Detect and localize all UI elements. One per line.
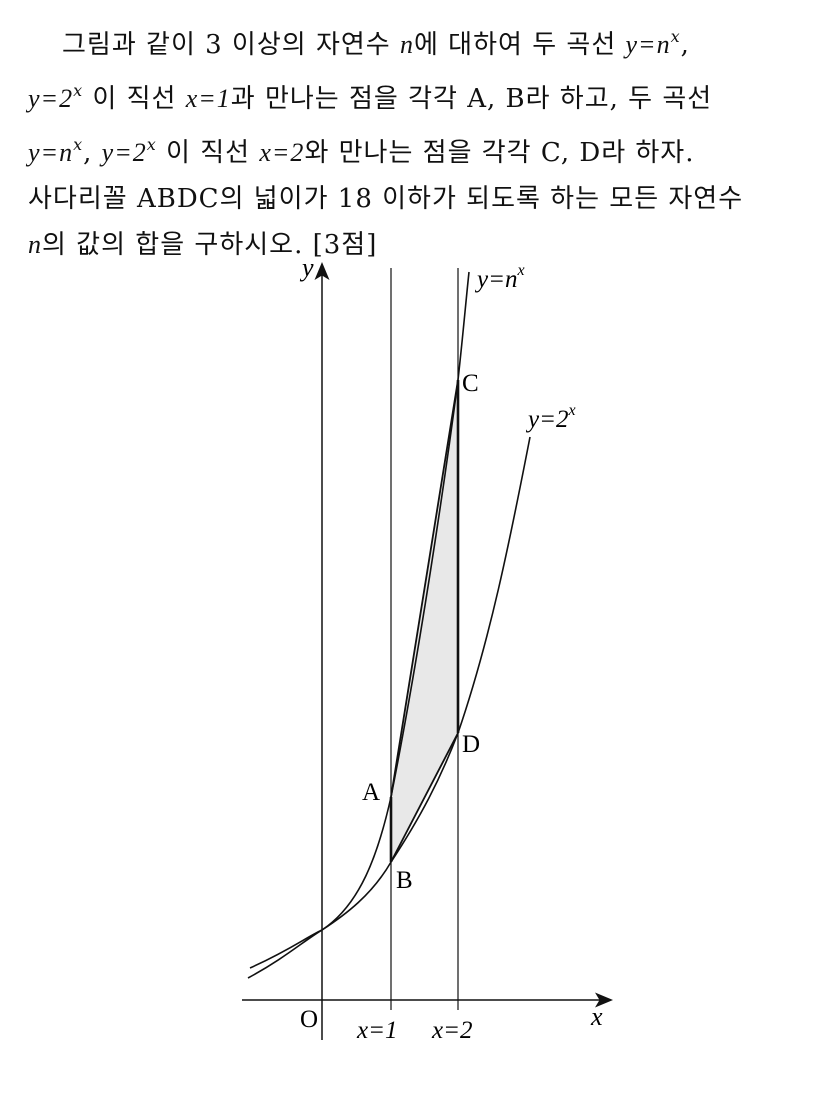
math-exponent: x xyxy=(146,135,157,154)
text-segment: 과 만나는 점을 각각 A, B라 하고, 두 곡선 xyxy=(230,84,713,114)
text-segment: 사다리꼴 ABDC의 넓이가 18 이하가 되도록 하는 모든 자연수 xyxy=(28,184,744,214)
math-line-x2: x=2 xyxy=(259,138,305,167)
problem-line-2: y=2x 이 직선 x=1과 만나는 점을 각각 A, B라 하고, 두 곡선 xyxy=(28,68,818,122)
problem-line-3: y=nx, y=2x 이 직선 x=2와 만나는 점을 각각 C, D라 하자. xyxy=(28,122,818,176)
segment-bd xyxy=(390,732,459,863)
curve-y-2-x xyxy=(247,436,531,979)
problem-line-4: 사다리꼴 ABDC의 넓이가 18 이하가 되도록 하는 모든 자연수 xyxy=(28,176,818,222)
text-segment: , xyxy=(680,30,690,60)
origin-label: O xyxy=(300,1006,318,1033)
point-b-label: B xyxy=(396,867,413,894)
x1-label: x=1 xyxy=(356,1017,397,1044)
text-segment: 그림과 같이 3 이상의 자연수 xyxy=(62,30,400,60)
problem-line-5: n의 값의 합을 구하시오. [3점] xyxy=(28,222,818,268)
math-curve-2: y=2 xyxy=(101,138,147,167)
problem-line-1: 그림과 같이 3 이상의 자연수 n에 대하여 두 곡선 y=nx, xyxy=(28,14,818,68)
math-curve-n: y=n xyxy=(28,138,74,167)
curve-n-label: y=nx xyxy=(474,262,525,293)
math-exponent: x xyxy=(670,27,681,46)
text-segment: 이 직선 xyxy=(156,138,260,168)
text-segment: 와 만나는 점을 각각 C, D라 하자. xyxy=(304,138,695,168)
math-line-x1: x=1 xyxy=(185,84,231,113)
point-a-label: A xyxy=(362,779,380,806)
point-c-label: C xyxy=(462,370,479,397)
problem-text: 그림과 같이 3 이상의 자연수 n에 대하여 두 곡선 y=nx, y=2x … xyxy=(28,14,818,268)
text-segment: 에 대하여 두 곡선 xyxy=(414,30,626,60)
math-curve-n: y=n xyxy=(625,30,671,59)
math-exponent: x xyxy=(73,81,84,100)
segment-ac xyxy=(390,379,459,798)
math-n: n xyxy=(28,230,42,259)
text-segment: 의 값의 합을 구하시오. [3점] xyxy=(42,230,378,260)
point-d-label: D xyxy=(462,731,480,758)
math-curve-2: y=2 xyxy=(28,84,74,113)
math-exponent: x xyxy=(73,135,84,154)
x-axis-label: x xyxy=(590,1002,603,1031)
curve-2-label: y=2x xyxy=(525,402,576,433)
x2-label: x=2 xyxy=(431,1017,472,1044)
y-axis-label: y xyxy=(299,253,314,282)
text-segment: , xyxy=(83,138,102,168)
math-n: n xyxy=(400,30,414,59)
text-segment: 이 직선 xyxy=(83,84,186,114)
